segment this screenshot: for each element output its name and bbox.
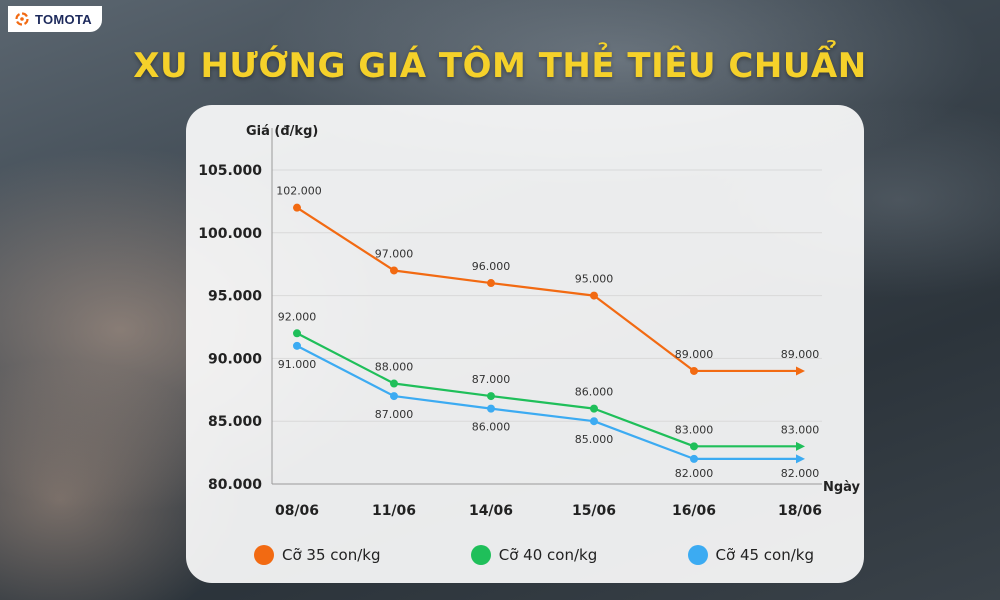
legend-label: Cỡ 45 con/kg [715, 546, 814, 564]
data-label: 83.000 [781, 423, 820, 436]
page-title: XU HƯỚNG GIÁ TÔM THẺ TIÊU CHUẨN [133, 46, 867, 86]
y-tick-label: 105.000 [198, 163, 262, 179]
legend-item: Cỡ 45 con/kg [687, 545, 814, 565]
data-label: 102.000 [276, 185, 322, 198]
data-label: 95.000 [575, 273, 614, 286]
legend-swatch [254, 545, 274, 565]
legend-item: Cỡ 40 con/kg [470, 545, 598, 565]
x-tick-label: 08/06 [275, 503, 319, 519]
data-point [293, 329, 301, 338]
y-tick-label: 90.000 [208, 351, 262, 367]
y-tick-label: 95.000 [208, 289, 262, 305]
y-tick-label: 100.000 [198, 226, 262, 242]
data-point [590, 404, 598, 413]
x-tick-label: 11/06 [372, 503, 416, 519]
data-label: 86.000 [575, 386, 614, 399]
brand-logo: TOMOTA [8, 6, 102, 32]
data-point [487, 392, 495, 401]
legend-swatch [470, 545, 491, 565]
x-tick-label: 15/06 [572, 503, 616, 519]
data-label: 88.000 [375, 361, 414, 374]
data-point [590, 291, 598, 300]
data-label: 82.000 [675, 467, 714, 480]
chart-legend: Cỡ 35 con/kg Cỡ 40 con/kg Cỡ 45 con/kg [254, 540, 814, 570]
data-point [690, 454, 698, 463]
logo-text: TOMOTA [35, 11, 92, 27]
y-axis-title: Giá (đ/kg) [246, 124, 318, 139]
data-point [390, 266, 398, 275]
data-point [590, 417, 598, 426]
x-axis-title: Ngày [823, 480, 861, 495]
y-tick-label: 80.000 [208, 477, 262, 493]
x-tick-label: 14/06 [469, 503, 513, 519]
data-point-arrow [796, 441, 805, 451]
series-line [296, 206, 800, 373]
series-line [296, 344, 800, 460]
data-point [293, 203, 301, 212]
data-label: 92.000 [278, 310, 317, 323]
y-tick-label: 85.000 [208, 414, 262, 430]
legend-item: Cỡ 35 con/kg [254, 545, 380, 565]
data-point [487, 279, 495, 288]
legend-label: Cỡ 40 con/kg [498, 546, 598, 564]
data-label: 97.000 [375, 247, 414, 260]
logo-mark-icon [15, 12, 29, 26]
legend-label: Cỡ 35 con/kg [282, 546, 381, 564]
data-label: 87.000 [472, 373, 511, 386]
data-point [390, 392, 398, 401]
data-label: 83.000 [675, 423, 714, 436]
data-label: 91.000 [278, 358, 317, 371]
data-point-arrow [796, 366, 805, 376]
x-tick-label: 16/06 [672, 503, 716, 519]
data-label: 87.000 [375, 408, 414, 421]
series-line [296, 332, 800, 448]
x-tick-label: 18/06 [778, 503, 822, 519]
data-point [390, 379, 398, 388]
data-label: 85.000 [575, 433, 614, 446]
data-label: 86.000 [472, 421, 511, 434]
data-label: 96.000 [472, 260, 511, 273]
legend-swatch [687, 545, 708, 565]
data-point-arrow [796, 454, 805, 464]
data-point [690, 366, 698, 375]
data-point [293, 341, 301, 350]
data-label: 89.000 [675, 348, 714, 361]
data-label: 82.000 [781, 467, 820, 480]
data-point [487, 404, 495, 413]
data-point [690, 442, 698, 451]
data-label: 89.000 [781, 348, 820, 361]
